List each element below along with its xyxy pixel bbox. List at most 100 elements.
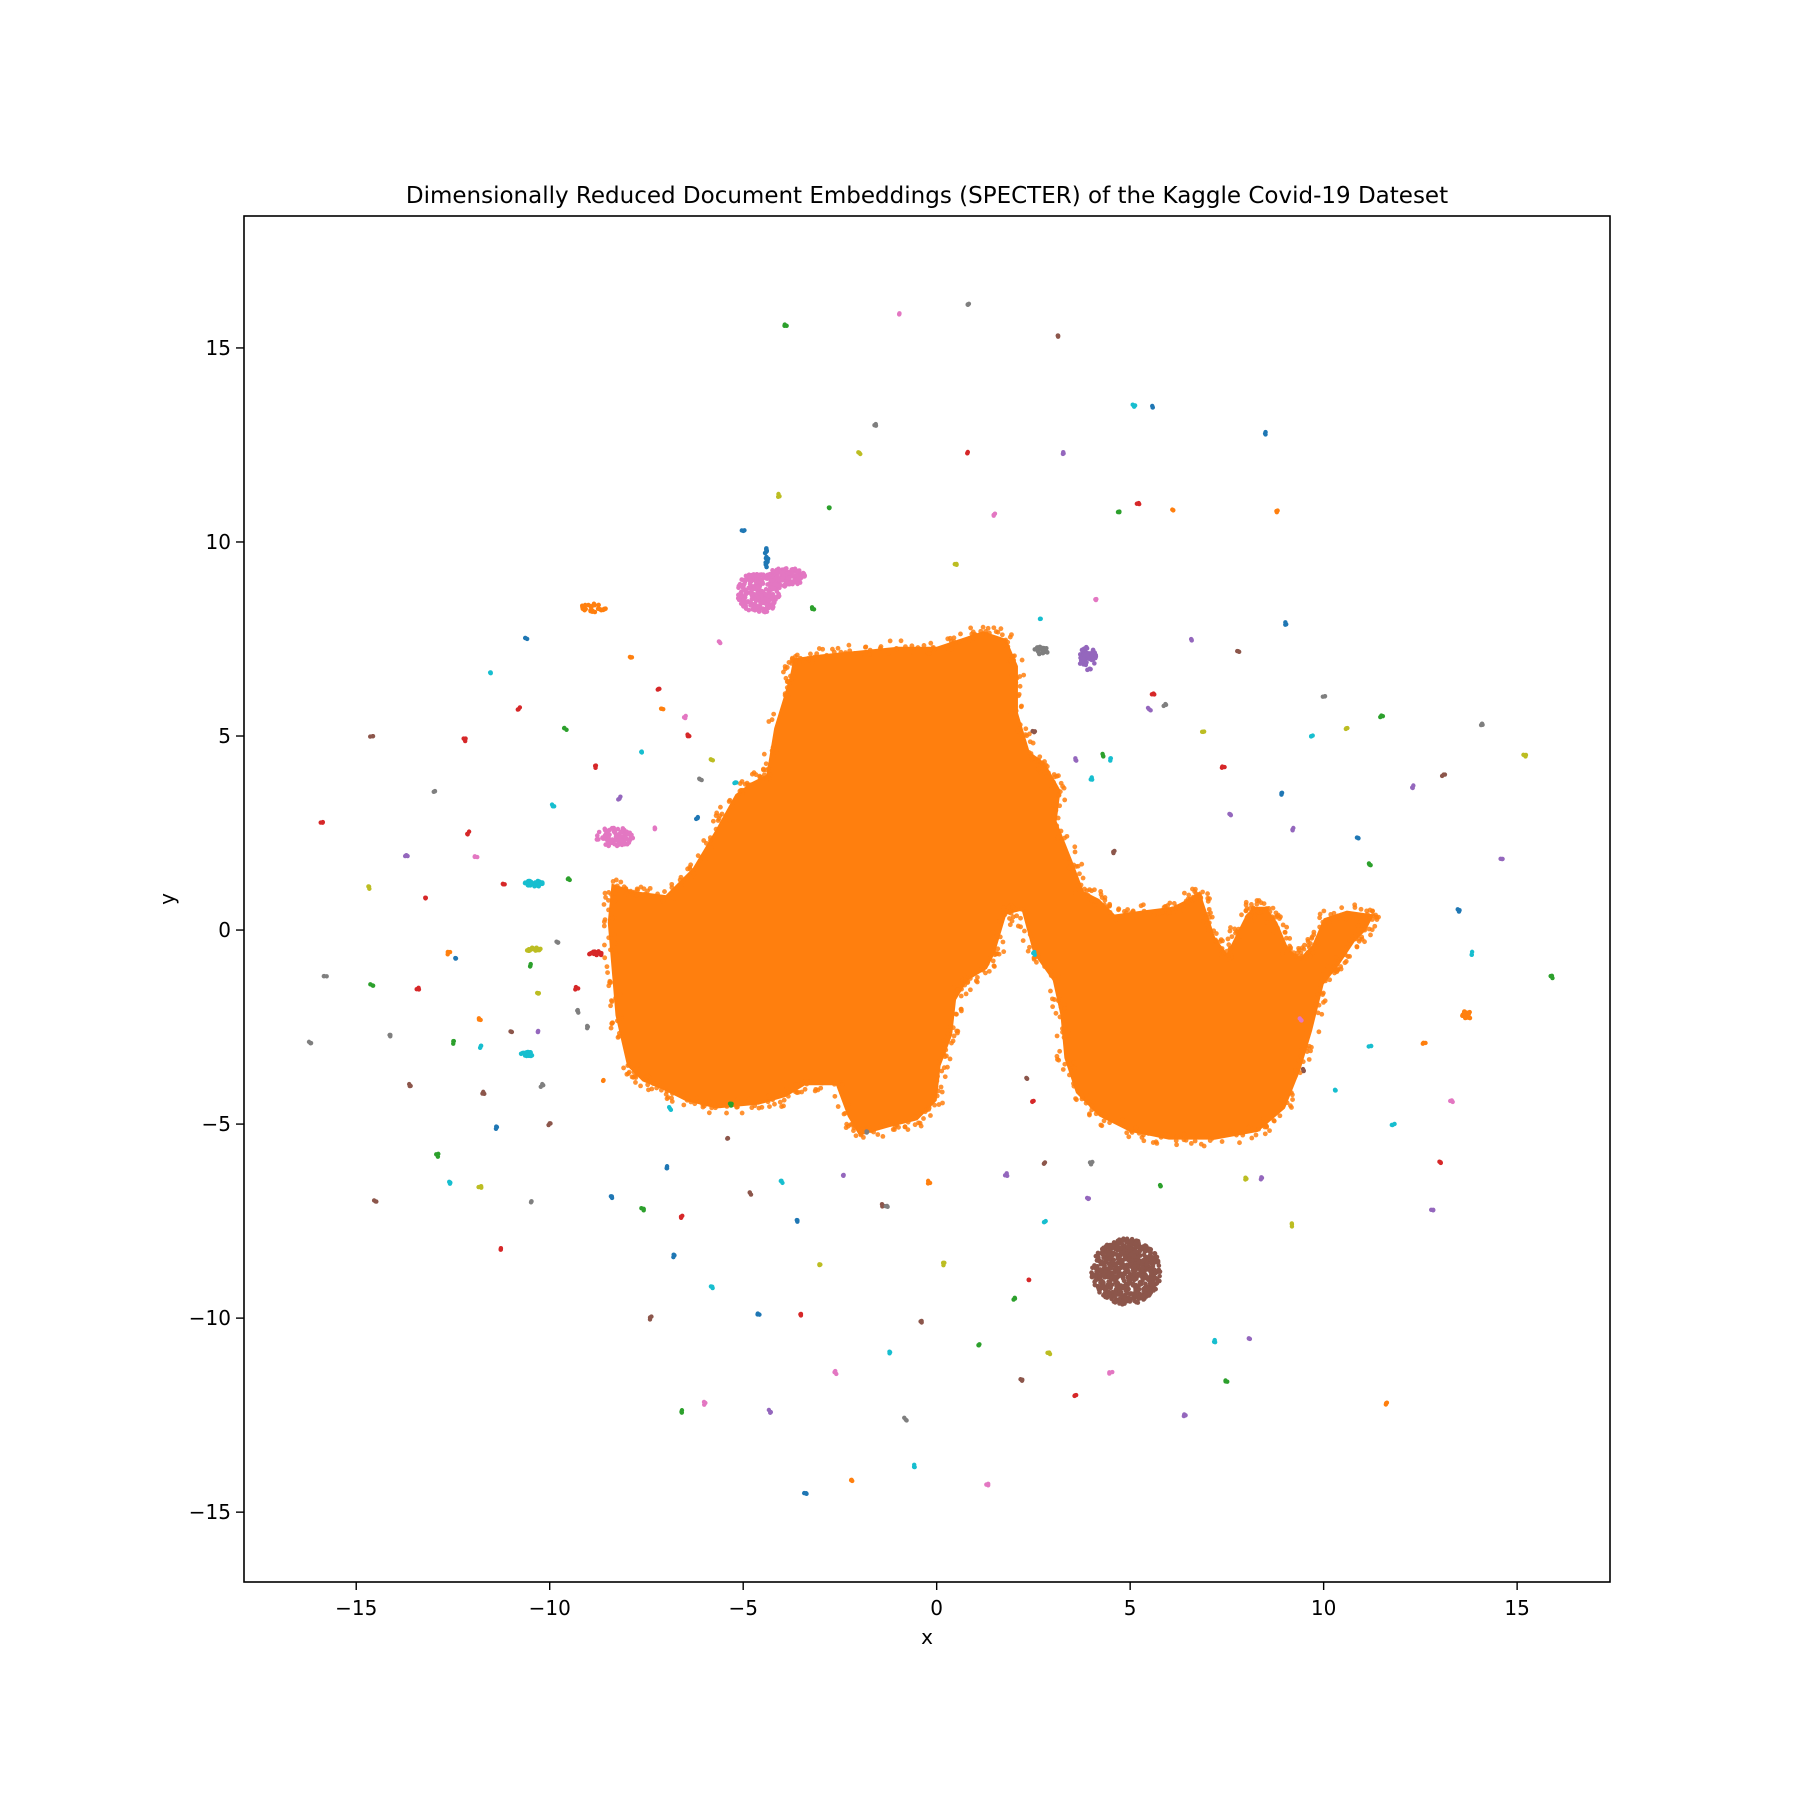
data-point — [680, 1093, 686, 1099]
data-point — [614, 952, 619, 958]
data-point — [540, 880, 545, 885]
data-point — [1410, 785, 1415, 791]
data-point — [1075, 863, 1081, 869]
data-point — [1137, 1291, 1143, 1297]
data-point — [561, 725, 567, 731]
data-point — [604, 837, 610, 842]
data-point — [1079, 659, 1085, 664]
data-point — [1098, 889, 1104, 894]
data-point — [784, 685, 790, 690]
data-point — [1316, 1029, 1322, 1035]
data-point — [1323, 978, 1328, 984]
data-point — [1420, 1041, 1426, 1046]
data-point — [748, 1192, 754, 1197]
data-point — [1219, 1139, 1225, 1144]
data-point — [726, 799, 732, 804]
data-point — [1026, 1277, 1032, 1283]
data-point — [938, 1084, 944, 1090]
data-point — [749, 596, 755, 602]
data-point — [660, 898, 666, 904]
data-point — [1262, 908, 1267, 914]
data-point — [1037, 754, 1043, 760]
data-point — [863, 644, 869, 650]
data-point — [755, 591, 761, 596]
data-point — [1299, 1018, 1304, 1023]
data-point — [1200, 889, 1205, 895]
data-point — [737, 788, 743, 794]
data-point — [746, 1096, 752, 1102]
data-point — [749, 593, 755, 598]
data-point — [1300, 1059, 1306, 1065]
data-point — [798, 1313, 804, 1318]
data-point — [796, 660, 802, 666]
data-point — [1073, 756, 1078, 761]
data-point — [832, 1093, 838, 1099]
data-point — [1016, 691, 1022, 697]
data-point — [605, 970, 610, 976]
data-point — [629, 891, 635, 897]
data-point — [1025, 913, 1031, 919]
data-point — [793, 665, 799, 671]
data-point — [949, 646, 954, 652]
data-point — [1319, 977, 1325, 983]
data-point — [1084, 659, 1089, 665]
data-point — [1046, 770, 1051, 776]
data-point — [1100, 1259, 1105, 1265]
data-point — [851, 1128, 856, 1134]
data-point — [610, 837, 615, 842]
data-point — [1004, 646, 1010, 651]
data-point — [967, 987, 973, 993]
data-point — [1151, 1279, 1156, 1285]
data-point — [1035, 954, 1041, 959]
data-point — [1151, 913, 1157, 918]
data-point — [879, 1119, 885, 1125]
data-point — [602, 917, 608, 923]
data-point — [1154, 1254, 1160, 1260]
data-point — [1106, 1271, 1112, 1276]
data-point — [965, 302, 971, 308]
data-point — [445, 952, 450, 957]
data-point — [1368, 932, 1373, 938]
data-point — [1291, 825, 1296, 831]
data-point — [1311, 1007, 1317, 1013]
data-point — [950, 1038, 956, 1044]
data-point — [606, 983, 612, 989]
data-point — [575, 1008, 580, 1013]
data-point — [1129, 1130, 1135, 1135]
chart-title: Dimensionally Reduced Document Embedding… — [406, 183, 1448, 209]
data-point — [950, 1025, 956, 1031]
data-point — [765, 582, 770, 587]
data-point — [494, 1124, 500, 1130]
data-point — [1141, 1132, 1146, 1138]
data-point — [1107, 1371, 1112, 1376]
data-point — [623, 892, 629, 897]
data-point — [1115, 1244, 1120, 1250]
data-point — [783, 675, 789, 681]
data-point — [749, 1105, 755, 1111]
data-point — [1310, 950, 1316, 956]
data-point — [1126, 1291, 1132, 1296]
data-point — [1270, 905, 1276, 911]
data-point — [1122, 1263, 1128, 1268]
data-point — [1333, 955, 1339, 960]
data-point — [1057, 803, 1063, 809]
data-point — [998, 626, 1004, 632]
data-point — [718, 804, 723, 810]
data-point — [1085, 667, 1090, 673]
data-point — [1245, 1125, 1251, 1131]
data-point — [649, 1314, 654, 1319]
cluster-4 — [1077, 644, 1099, 673]
data-point — [926, 1106, 932, 1112]
data-point — [765, 1099, 771, 1105]
data-point — [1102, 1112, 1108, 1117]
data-point — [986, 951, 992, 957]
data-point — [1279, 951, 1285, 957]
data-point — [536, 883, 541, 889]
data-point — [1271, 929, 1277, 935]
data-point — [790, 573, 796, 579]
data-point — [790, 581, 795, 587]
data-point — [529, 1199, 534, 1204]
data-point — [909, 643, 915, 649]
data-point — [743, 787, 749, 793]
data-point — [894, 1122, 900, 1128]
